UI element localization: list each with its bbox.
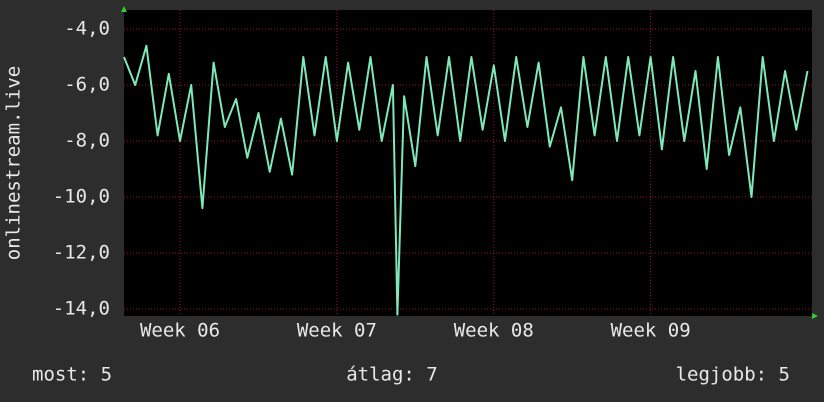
x-tick-label: Week 06 [140, 320, 220, 342]
legend-current: most: 5 [32, 364, 112, 386]
x-tick-label: Week 07 [297, 320, 377, 342]
axis-arrow [121, 6, 127, 12]
y-tick-label: -14,0 [53, 298, 110, 320]
legend-max: legjobb: 5 [676, 364, 790, 386]
x-tick-label: Week 09 [611, 320, 691, 342]
y-axis-label: onlinestream.live [3, 66, 25, 260]
y-tick-label: -12,0 [53, 242, 110, 264]
y-tick-label: -4,0 [64, 18, 110, 40]
axis-arrow [812, 313, 818, 319]
y-tick-label: -10,0 [53, 186, 110, 208]
y-tick-label: -6,0 [64, 74, 110, 96]
legend-average: átlag: 7 [346, 364, 438, 386]
x-tick-label: Week 08 [454, 320, 534, 342]
data-line [123, 44, 809, 316]
plot-area [124, 10, 812, 316]
y-tick-label: -8,0 [64, 130, 110, 152]
